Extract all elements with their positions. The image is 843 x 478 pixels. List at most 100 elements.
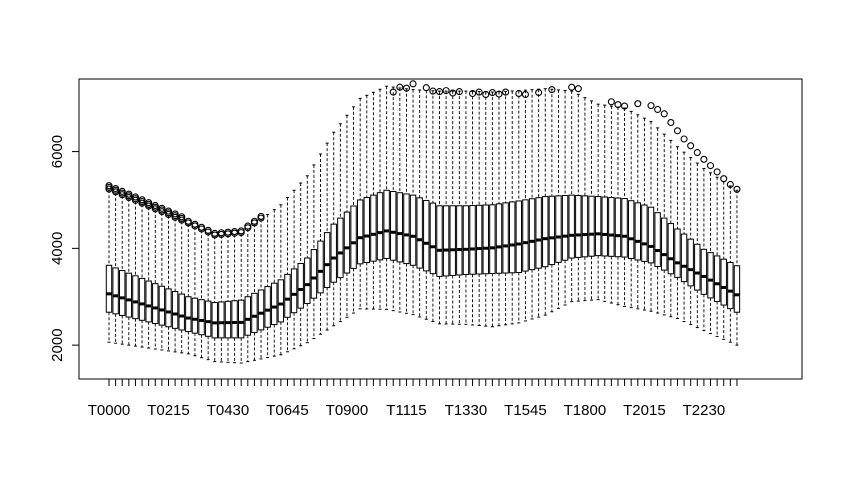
box-body — [621, 198, 628, 258]
box-body — [462, 205, 470, 275]
box — [304, 175, 311, 344]
box-body — [542, 196, 549, 268]
box — [132, 201, 139, 347]
box-body — [568, 194, 575, 259]
outlier-point — [244, 222, 252, 230]
outlier-point — [660, 110, 668, 118]
box — [396, 87, 404, 313]
box — [383, 85, 390, 310]
outlier-point — [409, 80, 417, 88]
outlier-point — [449, 89, 457, 97]
outlier-point — [105, 182, 113, 190]
box — [680, 151, 688, 323]
box — [244, 228, 252, 363]
box — [588, 100, 595, 301]
box-body — [667, 223, 675, 275]
box-body — [383, 189, 390, 260]
box-body — [614, 197, 622, 258]
box — [350, 106, 357, 314]
box-body — [555, 195, 562, 263]
box-body — [238, 299, 245, 339]
box-body — [509, 201, 516, 274]
box-body — [515, 200, 523, 274]
outlier-point — [521, 90, 529, 99]
box-body — [495, 203, 503, 274]
box — [171, 218, 179, 353]
outlier-point — [429, 87, 437, 95]
outlier-point — [224, 228, 232, 236]
outlier-point — [621, 102, 629, 110]
box — [119, 195, 126, 345]
box-series — [105, 85, 741, 364]
box-body — [343, 211, 351, 274]
box-body — [390, 191, 397, 261]
box — [297, 182, 304, 347]
box — [661, 133, 668, 316]
outlier-point — [667, 118, 675, 127]
box — [667, 139, 675, 318]
x-tick-label: T1330 — [445, 402, 488, 419]
outlier-point — [482, 90, 490, 99]
box — [409, 89, 417, 316]
box-body — [449, 205, 456, 276]
outlier-point — [112, 184, 120, 193]
y-tick-label: 6000 — [49, 135, 66, 168]
box — [390, 86, 397, 312]
box — [370, 91, 377, 310]
box-body — [145, 280, 152, 323]
box-body — [191, 297, 199, 334]
box — [727, 185, 734, 343]
box — [198, 229, 205, 359]
outlier-point — [125, 190, 133, 198]
outlier-point — [250, 217, 258, 225]
box — [416, 89, 423, 318]
box-body — [409, 194, 417, 266]
box — [654, 127, 661, 314]
box-body — [522, 199, 529, 272]
box — [548, 88, 556, 313]
outlier-point — [455, 88, 463, 96]
box-body — [442, 205, 450, 277]
outlier-point — [204, 226, 212, 234]
box — [112, 192, 119, 344]
box-body — [581, 195, 589, 258]
box — [707, 172, 714, 335]
box — [218, 235, 225, 363]
box-body — [125, 272, 133, 318]
x-tick-label: T2015 — [623, 402, 666, 419]
box-body — [244, 296, 252, 336]
box-body — [277, 279, 285, 323]
box-body — [436, 205, 443, 277]
box-body — [198, 299, 205, 336]
box-body — [304, 257, 311, 305]
box — [594, 103, 602, 301]
x-tick-label: T2230 — [683, 402, 726, 419]
box — [363, 94, 370, 310]
box-body — [482, 204, 489, 275]
box-body — [608, 197, 615, 257]
box — [733, 189, 741, 346]
outlier-point — [713, 168, 721, 176]
box-body — [363, 197, 370, 264]
box-body — [733, 265, 741, 313]
outlier-point — [502, 88, 510, 96]
box-body — [290, 268, 298, 314]
x-tick-label: T0430 — [207, 402, 250, 419]
box-body — [185, 296, 192, 333]
box-body — [171, 291, 179, 329]
x-tick-label: T0900 — [326, 402, 369, 419]
box — [323, 142, 331, 331]
box — [641, 117, 648, 311]
box — [475, 91, 483, 327]
box — [178, 220, 185, 354]
box — [317, 153, 324, 335]
box — [105, 189, 113, 343]
box-body — [561, 194, 569, 261]
box — [700, 168, 708, 332]
box — [264, 213, 271, 359]
box — [204, 232, 212, 361]
x-tick-label: T0215 — [147, 402, 190, 419]
outlier-point — [231, 227, 239, 236]
box — [581, 97, 589, 302]
